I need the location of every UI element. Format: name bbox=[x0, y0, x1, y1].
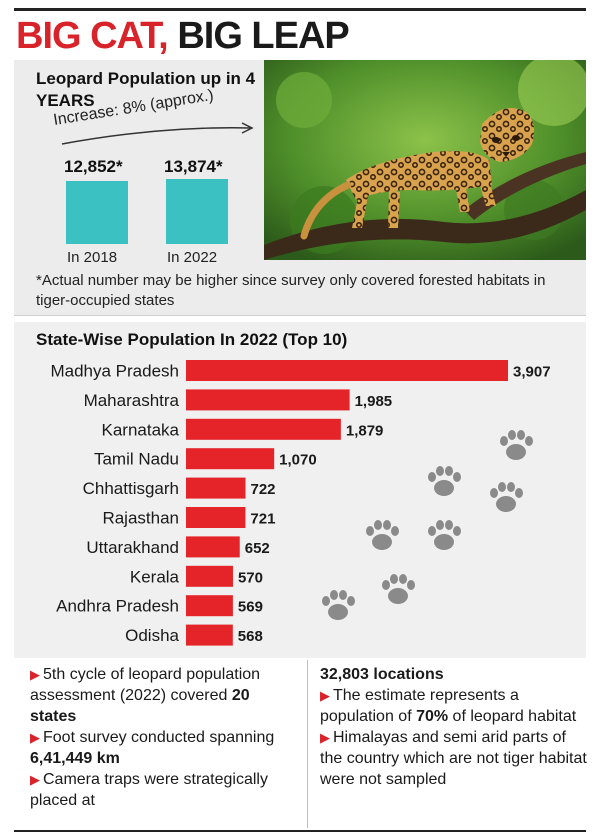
state-bar bbox=[186, 595, 233, 617]
bar-2022-year: In 2022 bbox=[167, 249, 218, 266]
state-label: Odisha bbox=[125, 626, 179, 645]
note-text: The estimate represents a population of bbox=[320, 687, 519, 725]
state-bar bbox=[186, 360, 508, 381]
triangle-bullet-icon: ▶ bbox=[30, 667, 40, 682]
state-bar bbox=[186, 418, 341, 440]
bottom-left-notes: ▶ 5th cycle of leopard population assessm… bbox=[30, 664, 300, 811]
headline-part1: BIG CAT, bbox=[16, 15, 169, 57]
note-highlight: 70% bbox=[416, 708, 449, 725]
paw-print-icon bbox=[382, 574, 415, 604]
state-bar bbox=[186, 536, 240, 558]
locations-heading: 32,803 locations bbox=[320, 666, 444, 683]
top-rule bbox=[14, 8, 586, 11]
population-title: Leopard Population up in 4 YEARS bbox=[36, 69, 256, 110]
paw-print-icon bbox=[490, 482, 523, 512]
paw-print-icon bbox=[322, 590, 355, 620]
paw-print-icon bbox=[428, 466, 461, 496]
triangle-bullet-icon: ▶ bbox=[320, 688, 330, 703]
headline: BIG CAT, BIG LEAP bbox=[16, 14, 350, 58]
state-bar bbox=[186, 565, 233, 587]
bar-2022-value: 13,874* bbox=[164, 157, 223, 176]
triangle-bullet-icon: ▶ bbox=[320, 730, 330, 745]
state-value-label: 652 bbox=[245, 540, 270, 557]
state-value-label: 1,879 bbox=[346, 422, 384, 439]
state-label: Andhra Pradesh bbox=[56, 597, 179, 616]
bottom-right-notes: 32,803 locations ▶ The estimate represent… bbox=[320, 664, 590, 790]
paw-print-icon bbox=[366, 520, 399, 550]
bar-2022 bbox=[166, 179, 228, 244]
triangle-bullet-icon: ▶ bbox=[30, 772, 40, 787]
headline-part2: BIG LEAP bbox=[177, 15, 349, 57]
state-value-label: 569 bbox=[238, 599, 263, 616]
note-item: ▶ 5th cycle of leopard population assessm… bbox=[30, 664, 300, 727]
state-bar bbox=[186, 507, 246, 528]
paw-print-icon bbox=[428, 520, 461, 550]
bar-2018 bbox=[66, 181, 128, 244]
state-bar bbox=[186, 624, 233, 646]
note-highlight: 20 states bbox=[30, 687, 250, 725]
state-value-label: 570 bbox=[238, 569, 263, 586]
bar-2018-year: In 2018 bbox=[67, 249, 118, 266]
state-chart-title: State-Wise Population In 2022 (Top 10) bbox=[36, 330, 348, 349]
note-text: Foot survey conducted spanning bbox=[43, 729, 275, 746]
note-text-end: of leopard habitat bbox=[448, 708, 577, 725]
paw-print-icon bbox=[500, 430, 533, 460]
bar-2018-value: 12,852* bbox=[64, 157, 123, 176]
state-value-label: 568 bbox=[238, 628, 263, 645]
state-label: Maharashtra bbox=[84, 391, 180, 410]
note-text: 5th cycle of leopard population assessme… bbox=[30, 666, 261, 704]
state-label: Chhattisgarh bbox=[83, 479, 179, 498]
state-value-label: 721 bbox=[250, 511, 275, 528]
state-bar bbox=[186, 448, 275, 470]
state-value-label: 3,907 bbox=[513, 364, 551, 381]
footnote: *Actual number may be higher since surve… bbox=[36, 272, 546, 309]
note-item: ▶ Himalayas and semi arid parts of the co… bbox=[320, 727, 590, 790]
state-label: Rajasthan bbox=[102, 509, 179, 528]
state-bar bbox=[186, 477, 246, 499]
triangle-bullet-icon: ▶ bbox=[30, 730, 40, 745]
state-label: Karnataka bbox=[102, 420, 180, 439]
state-bar bbox=[186, 389, 350, 411]
note-item: ▶ The estimate represents a population of… bbox=[320, 685, 590, 727]
state-label: Uttarakhand bbox=[86, 538, 179, 557]
note-text: Camera traps were strategically placed a… bbox=[30, 771, 268, 809]
leopard-photo bbox=[264, 60, 586, 260]
state-bar-chart: Madhya Pradesh 3,907 Maharashtra 1,985 Karna… bbox=[50, 360, 551, 646]
state-value-label: 722 bbox=[251, 481, 276, 498]
state-label: Tamil Nadu bbox=[94, 450, 179, 469]
column-divider bbox=[307, 660, 308, 828]
state-label: Kerala bbox=[130, 567, 180, 586]
bottom-rule bbox=[14, 830, 586, 832]
state-label: Madhya Pradesh bbox=[50, 362, 179, 381]
note-item: ▶ Foot survey conducted spanning 6,41,449… bbox=[30, 727, 300, 769]
state-value-label: 1,070 bbox=[279, 452, 317, 469]
note-highlight: 6,41,449 km bbox=[30, 750, 120, 767]
state-value-label: 1,985 bbox=[355, 393, 393, 410]
increase-arrow-icon bbox=[61, 122, 254, 145]
note-text: Himalayas and semi arid parts of the cou… bbox=[320, 729, 587, 788]
note-item: ▶ Camera traps were strategically placed … bbox=[30, 769, 300, 811]
leopard-illustration bbox=[264, 60, 586, 260]
